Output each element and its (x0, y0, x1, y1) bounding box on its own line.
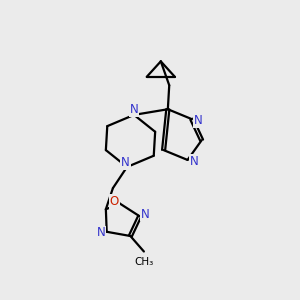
Text: N: N (130, 103, 138, 116)
Text: N: N (97, 226, 105, 239)
Text: N: N (121, 156, 130, 169)
Text: N: N (189, 155, 198, 168)
Text: O: O (110, 195, 119, 208)
Text: N: N (141, 208, 150, 220)
Text: CH₃: CH₃ (134, 257, 154, 267)
Text: N: N (194, 114, 202, 127)
